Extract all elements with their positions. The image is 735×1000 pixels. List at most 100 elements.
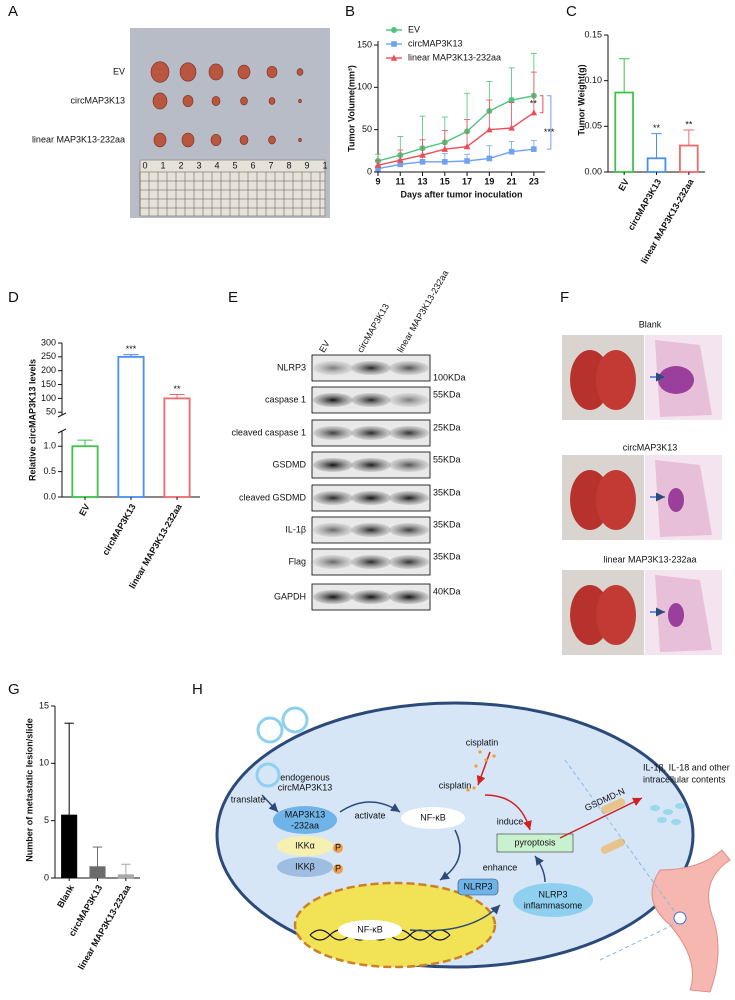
band: [313, 590, 353, 604]
group-label: Blank: [639, 319, 662, 329]
cisplatin-dot: [466, 788, 470, 792]
band: [313, 361, 353, 375]
band: [389, 361, 429, 375]
y-tick-label: 5: [44, 815, 49, 825]
bar: [163, 397, 191, 498]
panel-letter: A: [8, 3, 18, 20]
peptide-label: -232aa: [291, 820, 319, 830]
y-tick-label: 10: [39, 758, 49, 768]
y-axis-label: Relative circMAP3K13 levels: [27, 359, 37, 481]
release-drop: [675, 803, 685, 809]
release-label: IL-1β, IL-18 and other: [643, 762, 730, 772]
y-tick-label: 150: [357, 39, 372, 49]
rna-label: endogenous: [280, 772, 330, 782]
y-axis-label: Number of metastatic lesion/slide: [24, 718, 34, 862]
arrow: [476, 751, 491, 786]
y-tick-label: 0.10: [584, 75, 602, 85]
inflammasome: [513, 883, 593, 917]
tumor: [181, 132, 195, 148]
arrow: [484, 794, 532, 831]
marker: [530, 109, 538, 116]
tumor: [211, 96, 221, 106]
size-label: 55KDa: [433, 454, 461, 464]
release-drop: [663, 809, 673, 815]
group-label: linear MAP3K13-232aa: [603, 554, 696, 564]
step-label: translate: [231, 794, 266, 804]
arrow: [439, 829, 461, 881]
protein-label: cleaved GSDMD: [239, 492, 307, 502]
axis-break: [57, 412, 67, 418]
lane-label: linear MAP3K13-232aa: [395, 269, 450, 355]
lane-label: circMAP3K13: [355, 302, 391, 354]
band: [389, 491, 429, 505]
x-tick-label: 15: [440, 176, 450, 186]
ruler-label: 6: [250, 160, 255, 170]
band: [313, 458, 353, 472]
legend-label: EV: [408, 24, 420, 34]
drug-label: cisplatin: [439, 780, 472, 790]
size-label: 35KDa: [433, 487, 461, 497]
ruler-label: 7: [268, 160, 273, 170]
dna: [309, 929, 451, 941]
band: [351, 393, 391, 407]
bar: [61, 814, 78, 879]
ruler-label: 1: [160, 160, 165, 170]
circrna: [256, 716, 284, 744]
lung: [596, 585, 636, 645]
legend-marker: [391, 27, 397, 33]
x-tick-label: 17: [462, 176, 472, 186]
legend-label: circMAP3K13: [408, 38, 463, 48]
significance: **: [530, 99, 538, 109]
tumor: [182, 94, 194, 108]
significance: **: [653, 123, 661, 133]
x-tick-label: linear MAP3K13-232aa: [76, 882, 133, 971]
bar: [117, 874, 134, 879]
panel-letter: D: [8, 289, 19, 306]
size-label: 35KDa: [433, 551, 461, 561]
step-label: activate: [354, 810, 385, 820]
arrow: [261, 794, 279, 813]
nlrp3-box: [457, 878, 499, 896]
nfkb: [401, 807, 465, 829]
bar: [71, 445, 99, 498]
tumor: [179, 62, 197, 82]
y-tick-label: 300: [41, 337, 56, 347]
protein-label: caspase 1: [265, 394, 306, 404]
y-axis-label: Tumor Volume(mm³): [346, 65, 356, 152]
band: [351, 523, 391, 537]
cisplatin-dot: [478, 750, 482, 754]
size-label: 35KDa: [433, 519, 461, 529]
nfkb-nucleus: [338, 920, 402, 940]
band: [389, 590, 429, 604]
x-tick-label: 11: [396, 176, 406, 186]
band: [389, 426, 429, 440]
arrow: [339, 801, 401, 813]
protein-label: NLRP3: [463, 881, 492, 891]
y-tick-label: 250: [41, 351, 56, 361]
phospho-label: P: [335, 863, 341, 873]
x-tick-label: EV: [77, 502, 92, 517]
bar: [679, 144, 699, 173]
band: [313, 555, 353, 569]
x-tick-label: Blank: [55, 882, 76, 909]
y-tick-label: 50: [362, 124, 372, 134]
band: [351, 555, 391, 569]
peptide: [273, 806, 337, 834]
panel-letter: B: [345, 3, 355, 20]
ruler-label: 2: [178, 160, 183, 170]
x-tick-label: 9: [375, 176, 380, 186]
tumor: [152, 92, 168, 110]
y-tick-label: 150: [41, 379, 56, 389]
y-tick-label: 50: [46, 407, 56, 417]
panel-letter: F: [560, 289, 569, 306]
bracket: [539, 95, 544, 114]
significance: ***: [544, 127, 555, 137]
x-axis-label: Days after tumor inoculation: [400, 189, 522, 199]
y-axis-label: Tumor Weight(g): [576, 64, 586, 135]
marker: [508, 97, 515, 104]
arrow: [534, 855, 546, 883]
row-label: circMAP3K13: [70, 95, 125, 105]
y-tick-label: 0.05: [584, 121, 602, 131]
x-tick-label: 13: [418, 176, 428, 186]
